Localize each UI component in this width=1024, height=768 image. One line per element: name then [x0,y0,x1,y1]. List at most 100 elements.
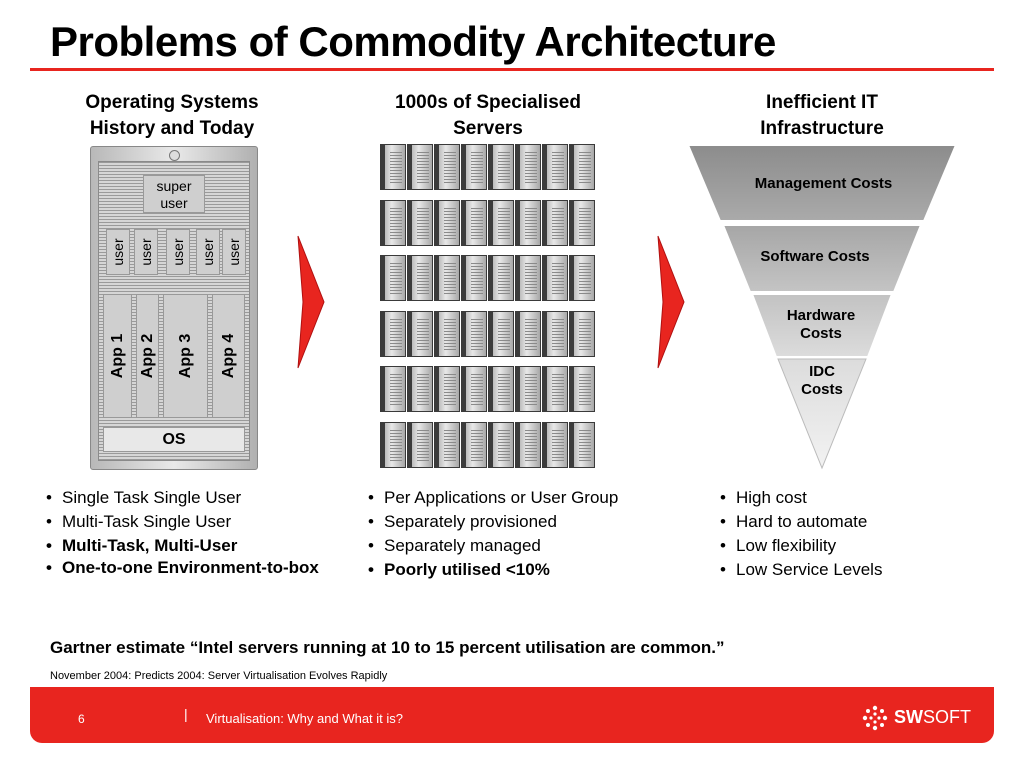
server-unit [380,311,406,357]
server-unit [569,255,595,301]
bullet-list-os: Single Task Single User Multi-Task Singl… [44,486,344,578]
server-unit [542,255,568,301]
user-box: user [134,229,158,275]
logo-text-rest: SOFT [923,706,971,727]
cost-funnel [688,145,958,470]
title-rule [30,68,994,71]
funnel-label-management: Management Costs [754,175,893,192]
footer-bar [30,687,994,743]
logo-text-bold: SW [894,706,923,727]
server-unit [434,366,460,412]
server-unit [542,144,568,190]
server-unit [488,422,514,468]
bullet-item: One-to-one Environment-to-box [44,558,344,578]
server-unit [515,144,541,190]
server-unit [488,255,514,301]
server-unit [434,422,460,468]
server-unit [461,311,487,357]
gartner-quote: Gartner estimate “Intel servers running … [50,638,725,657]
server-unit [488,144,514,190]
column-heading-infrastructure-line2: Infrastructure [760,118,884,139]
server-unit [569,366,595,412]
server-unit [515,366,541,412]
server-unit [515,422,541,468]
os-label: OS [162,431,186,448]
bullet-item: Multi-Task, Multi-User [44,534,344,558]
server-grid [380,144,608,472]
server-unit [407,144,433,190]
bullet-list-infrastructure: High cost Hard to automate Low flexibili… [718,486,978,582]
column-heading-os-line1: Operating Systems [85,92,259,113]
bullet-item: Poorly utilised <10% [366,558,676,582]
user-label: user [200,238,216,266]
os-box: OS [103,427,245,452]
server-unit [407,311,433,357]
funnel-label-hardware: Hardware Costs [760,307,882,343]
user-label: user [110,238,126,266]
server-unit [461,422,487,468]
server-unit [488,366,514,412]
server-unit [407,255,433,301]
logo-mark-icon [862,705,888,731]
funnel-label-software: Software Costs [760,248,870,265]
swsoft-logo: SWSOFT [862,705,971,731]
server-unit [380,144,406,190]
right-arrow-icon [297,235,325,369]
server-unit [380,422,406,468]
page-number: 6 [78,712,85,726]
server-unit [380,200,406,246]
funnel-segment-management [688,145,958,222]
bullet-item: Separately provisioned [366,510,676,534]
slide-title: Problems of Commodity Architecture [50,18,776,65]
bullet-item: Separately managed [366,534,676,558]
column-heading-servers-line1: 1000s of Specialised [395,92,581,113]
server-unit [515,255,541,301]
funnel-label-idc: IDC Costs [782,363,862,399]
server-unit [407,422,433,468]
app-box: App 1 [103,294,132,418]
bullet-list-servers: Per Applications or User Group Separatel… [366,486,676,582]
app-label: App 1 [108,333,126,379]
funnel-segment-idc [777,358,867,470]
bullet-item: Low Service Levels [718,558,978,582]
user-box: user [166,229,190,275]
column-heading-servers-line2: Servers [453,118,523,139]
server-unit [569,311,595,357]
funnel-label-hardware-line1: Hardware [786,307,856,324]
app-box: App 4 [212,294,245,418]
user-label: user [170,238,186,266]
source-citation: November 2004: Predicts 2004: Server Vir… [50,670,388,682]
server-unit [434,144,460,190]
funnel-segment-software [721,224,923,293]
server-unit [515,311,541,357]
server-unit [461,366,487,412]
server-unit [569,200,595,246]
server-unit [434,255,460,301]
user-box: user [196,229,220,275]
bullet-item: Hard to automate [718,510,978,534]
server-unit [542,311,568,357]
funnel-label-idc-line2: Costs [801,381,843,398]
funnel-segment-hardware [750,293,894,358]
app-box: App 3 [163,294,208,418]
column-heading-servers: 1000s of Specialised Servers [368,90,608,142]
bullet-item: Single Task Single User [44,486,344,510]
app-label: App 2 [138,333,156,379]
app-label: App 4 [219,333,237,379]
funnel-label-hardware-line2: Costs [800,325,842,342]
server-unit [461,144,487,190]
bullet-item: Low flexibility [718,534,978,558]
server-unit [461,200,487,246]
app-label: App 3 [176,333,194,379]
column-heading-infrastructure-line1: Inefficient IT [766,92,878,113]
server-unit [569,422,595,468]
column-heading-os: Operating Systems History and Today [52,90,292,142]
server-unit [461,255,487,301]
user-box: user [106,229,130,275]
footer-separator: | [184,706,188,722]
super-user-box: super user [143,175,205,213]
column-heading-infrastructure: Inefficient IT Infrastructure [702,90,942,142]
server-unit [380,366,406,412]
server-unit [569,144,595,190]
server-unit [542,422,568,468]
